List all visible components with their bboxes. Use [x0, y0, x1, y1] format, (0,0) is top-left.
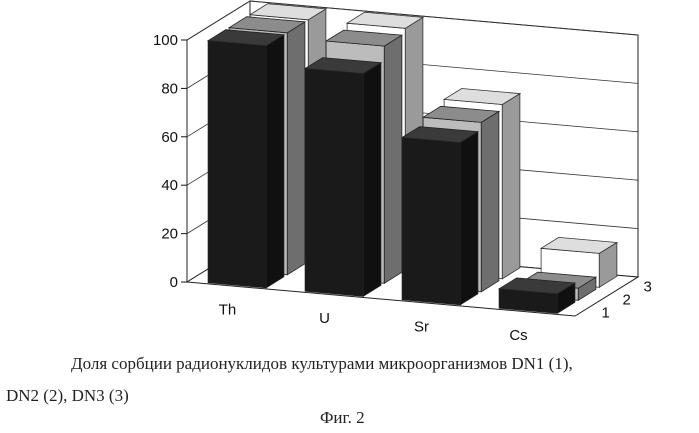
- bar-front: [402, 138, 460, 305]
- bar-side: [287, 22, 305, 275]
- bar: [305, 58, 381, 297]
- x-tick-label: Th: [219, 301, 237, 318]
- y-tick-label: 80: [161, 80, 178, 97]
- bar-chart-3d: 0 20 40 60 80 100 Th U Sr Cs 123: [0, 0, 699, 350]
- y-tick-label: 60: [161, 129, 178, 146]
- bar-front: [305, 69, 363, 297]
- bar-side: [502, 94, 520, 279]
- caption-line-2: DN2 (2), DN3 (3): [6, 386, 129, 406]
- bar: [499, 278, 575, 313]
- bar-side: [363, 63, 381, 297]
- bar: [402, 127, 478, 305]
- x-tick-label: Sr: [414, 318, 429, 335]
- bar-side: [384, 35, 402, 283]
- depth-tick-label: 2: [623, 292, 631, 309]
- figure-label: Фиг. 2: [320, 408, 365, 428]
- caption-line-1: Доля сорбции радионуклидов культурами ми…: [71, 354, 573, 374]
- y-tick-label: 20: [161, 226, 178, 243]
- depth-tick-label: 3: [644, 279, 652, 296]
- y-tick-label: 0: [170, 274, 178, 291]
- y-tick-label: 40: [161, 177, 178, 194]
- bar-side: [481, 111, 499, 291]
- bar-side: [460, 132, 478, 305]
- bar: [208, 30, 284, 288]
- y-tick-label: 100: [153, 32, 178, 49]
- depth-tick-label: 1: [602, 305, 610, 322]
- bar-side: [266, 35, 284, 288]
- bar-front: [208, 41, 266, 288]
- x-tick-label: U: [319, 310, 330, 327]
- x-tick-label: Cs: [509, 327, 527, 344]
